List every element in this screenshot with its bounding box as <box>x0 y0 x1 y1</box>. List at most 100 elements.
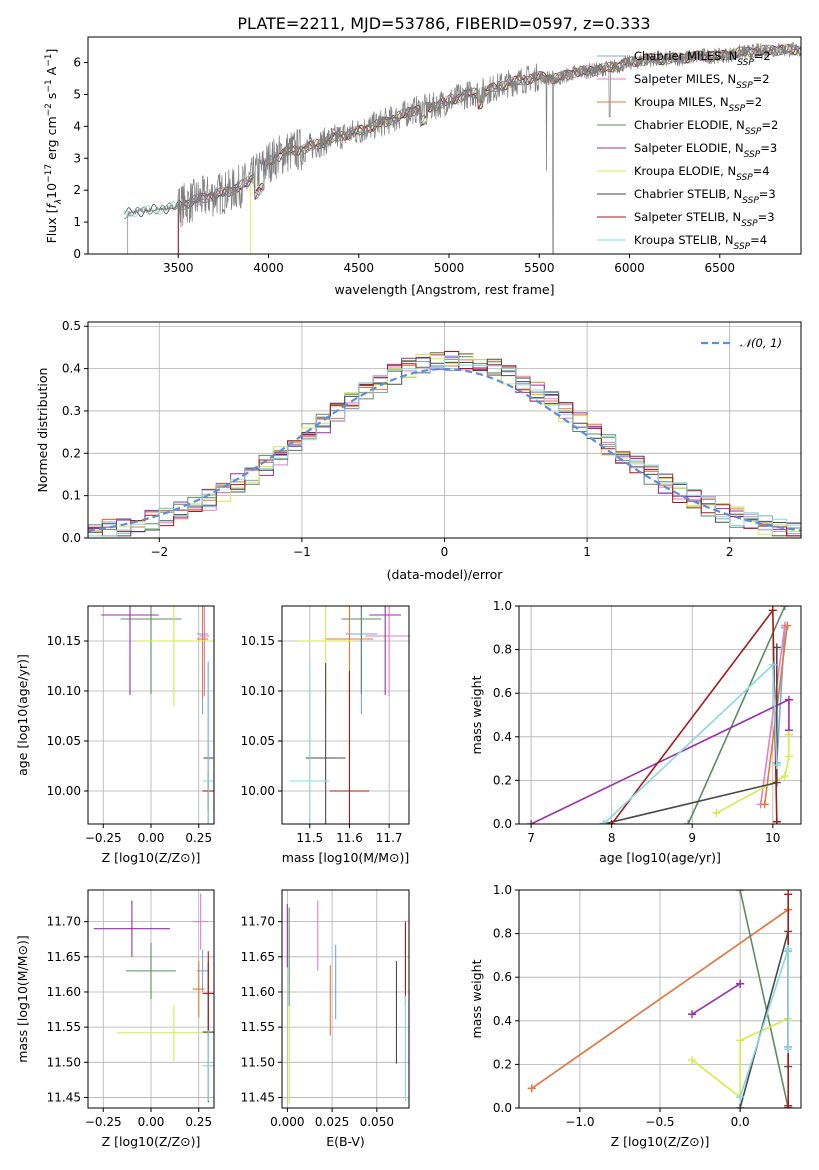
y-axis-label: mass weight <box>469 959 484 1038</box>
y-tick-label: 0.4 <box>62 362 81 376</box>
weight-marker <box>527 820 536 824</box>
x-axis-label: mass [log10(M/M⊙)] <box>282 850 410 865</box>
weight-marker <box>784 1045 793 1054</box>
y-tick-label: 11.55 <box>47 1020 81 1034</box>
weight-marker <box>780 772 789 781</box>
y-tick-label: 0.2 <box>62 446 81 460</box>
weight-marker <box>768 660 777 669</box>
legend-entry: Kroupa STELIB, NSSP=4 <box>634 233 767 252</box>
y-tick-label: 5 <box>73 87 81 101</box>
y-tick-label: 0.2 <box>493 1057 512 1071</box>
y-tick-label: 6 <box>73 56 81 70</box>
x-tick-label: 8 <box>608 831 616 845</box>
residual-histogram <box>88 355 801 537</box>
legend-entry: Chabrier STELIB, NSSP=3 <box>634 187 776 206</box>
weight-marker <box>684 820 693 824</box>
y-axis-label: Flux [fλ10−17 erg cm−2 s−1 A−1] <box>44 49 64 244</box>
plot-area <box>93 893 214 1103</box>
weight-marker <box>736 979 745 988</box>
x-tick-label: 0.00 <box>138 831 165 845</box>
x-axis-label: Z [log10(Z/Z⊙)] <box>102 850 201 865</box>
x-axis-label: Z [log10(Z/Z⊙)] <box>102 1134 201 1149</box>
weight-line <box>530 698 790 824</box>
legend-entry: Salpeter MILES, NSSP=2 <box>634 72 770 91</box>
mass-vs-metallicity-panel: −0.25 0.00 0.25 11.45 11.50 11.55 11.60 11.65 11… <box>15 889 215 1149</box>
x-tick-label: 11.7 <box>376 831 403 845</box>
weight-marker <box>688 1010 697 1019</box>
weight-line <box>603 663 778 824</box>
weight-line <box>603 647 778 824</box>
y-tick-label: 11.50 <box>241 1055 275 1069</box>
y-tick-label: 0 <box>73 247 81 261</box>
axes-frame <box>281 889 410 1109</box>
y-tick-label: 10.15 <box>47 634 81 648</box>
y-tick-label: 0.0 <box>493 1101 512 1115</box>
plot-area <box>286 900 406 1105</box>
mass-vs-ebv-panel: 0.000 0.025 0.050 11.45 11.50 11.55 11.60 11.65… <box>241 889 410 1149</box>
weight-marker <box>784 890 793 899</box>
spectrum-panel: 3500 4000 4500 5000 5500 6000 6500 0 1 2 3 4 5 6 wavel… <box>44 36 802 297</box>
weight-marker <box>780 606 789 610</box>
legend-entry: Kroupa MILES, NSSP=2 <box>634 95 762 114</box>
y-tick-label: 2 <box>73 183 81 197</box>
x-tick-label: 0 <box>441 545 449 559</box>
y-tick-label: 10.10 <box>47 684 81 698</box>
legend-entry: Salpeter STELIB, NSSP=3 <box>634 210 775 229</box>
plot-area <box>289 606 409 824</box>
plot-area <box>527 606 793 824</box>
y-tick-label: 10.05 <box>241 734 275 748</box>
plot-area <box>101 606 214 824</box>
weight-marker <box>784 730 793 739</box>
legend-entry: Salpeter ELODIE, NSSP=3 <box>634 141 777 160</box>
y-tick-label: 0.0 <box>62 531 81 545</box>
weight-line <box>687 606 786 824</box>
y-tick-label: 0.6 <box>493 970 512 984</box>
y-tick-label: 10.15 <box>241 634 275 648</box>
x-tick-label: −1 <box>293 545 311 559</box>
x-tick-label: 6000 <box>614 261 645 275</box>
x-tick-label: 1 <box>583 545 591 559</box>
plot-area <box>123 42 801 254</box>
legend-entry: 𝒩(0, 1) <box>740 336 782 350</box>
y-tick-label: 11.45 <box>241 1090 275 1104</box>
y-tick-label: 3 <box>73 151 81 165</box>
x-tick-label: 7 <box>527 831 535 845</box>
weight-marker <box>784 944 793 953</box>
legend-entry: Kroupa ELODIE, NSSP=4 <box>634 164 770 183</box>
weight-line <box>739 931 789 1108</box>
y-tick-label: 0.4 <box>493 730 512 744</box>
y-tick-label: 4 <box>73 119 81 133</box>
x-axis-label: age [log10(age/yr)] <box>599 850 721 865</box>
y-tick-label: 11.65 <box>47 950 81 964</box>
y-tick-label: 11.70 <box>241 915 275 929</box>
weight-marker <box>607 820 616 824</box>
axes-frame <box>87 36 802 255</box>
weight-marker <box>736 1104 745 1108</box>
y-tick-label: 11.55 <box>241 1020 275 1034</box>
x-tick-label: 0.25 <box>185 831 212 845</box>
figure-title: PLATE=2211, MJD=53786, FIBERID=0597, z=0… <box>237 14 650 33</box>
weight-marker <box>784 1101 793 1108</box>
x-tick-label: 0.00 <box>138 1115 165 1129</box>
legend-entry: Chabrier MILES, NSSP=2 <box>634 49 771 68</box>
x-tick-label: 0.025 <box>315 1115 349 1129</box>
x-axis-label: (data-model)/error <box>387 567 504 582</box>
gaussian-curve <box>88 367 801 532</box>
y-axis-label: mass weight <box>469 675 484 754</box>
y-tick-label: 0.8 <box>493 643 512 657</box>
x-tick-label: 5000 <box>434 261 465 275</box>
y-tick-label: 11.70 <box>47 915 81 929</box>
weight-line <box>759 625 786 805</box>
y-tick-label: 0.5 <box>62 319 81 333</box>
y-tick-label: 0.3 <box>62 404 81 418</box>
y-axis-label: age [log10(age/yr)] <box>15 654 30 776</box>
x-axis-label: E(B-V) <box>326 1134 365 1149</box>
weight-line <box>691 983 741 1015</box>
x-tick-label: −0.25 <box>85 1115 122 1129</box>
y-tick-label: 0.6 <box>493 686 512 700</box>
x-tick-label: 10 <box>765 831 780 845</box>
y-tick-label: 0.8 <box>493 927 512 941</box>
weight-vs-age-panel: 7 8 9 10 0.0 0.2 0.4 0.6 0.8 1.0 age [log10(age/yr… <box>469 599 802 865</box>
x-tick-label: 9 <box>688 831 696 845</box>
x-tick-label: −1.0 <box>565 1115 594 1129</box>
